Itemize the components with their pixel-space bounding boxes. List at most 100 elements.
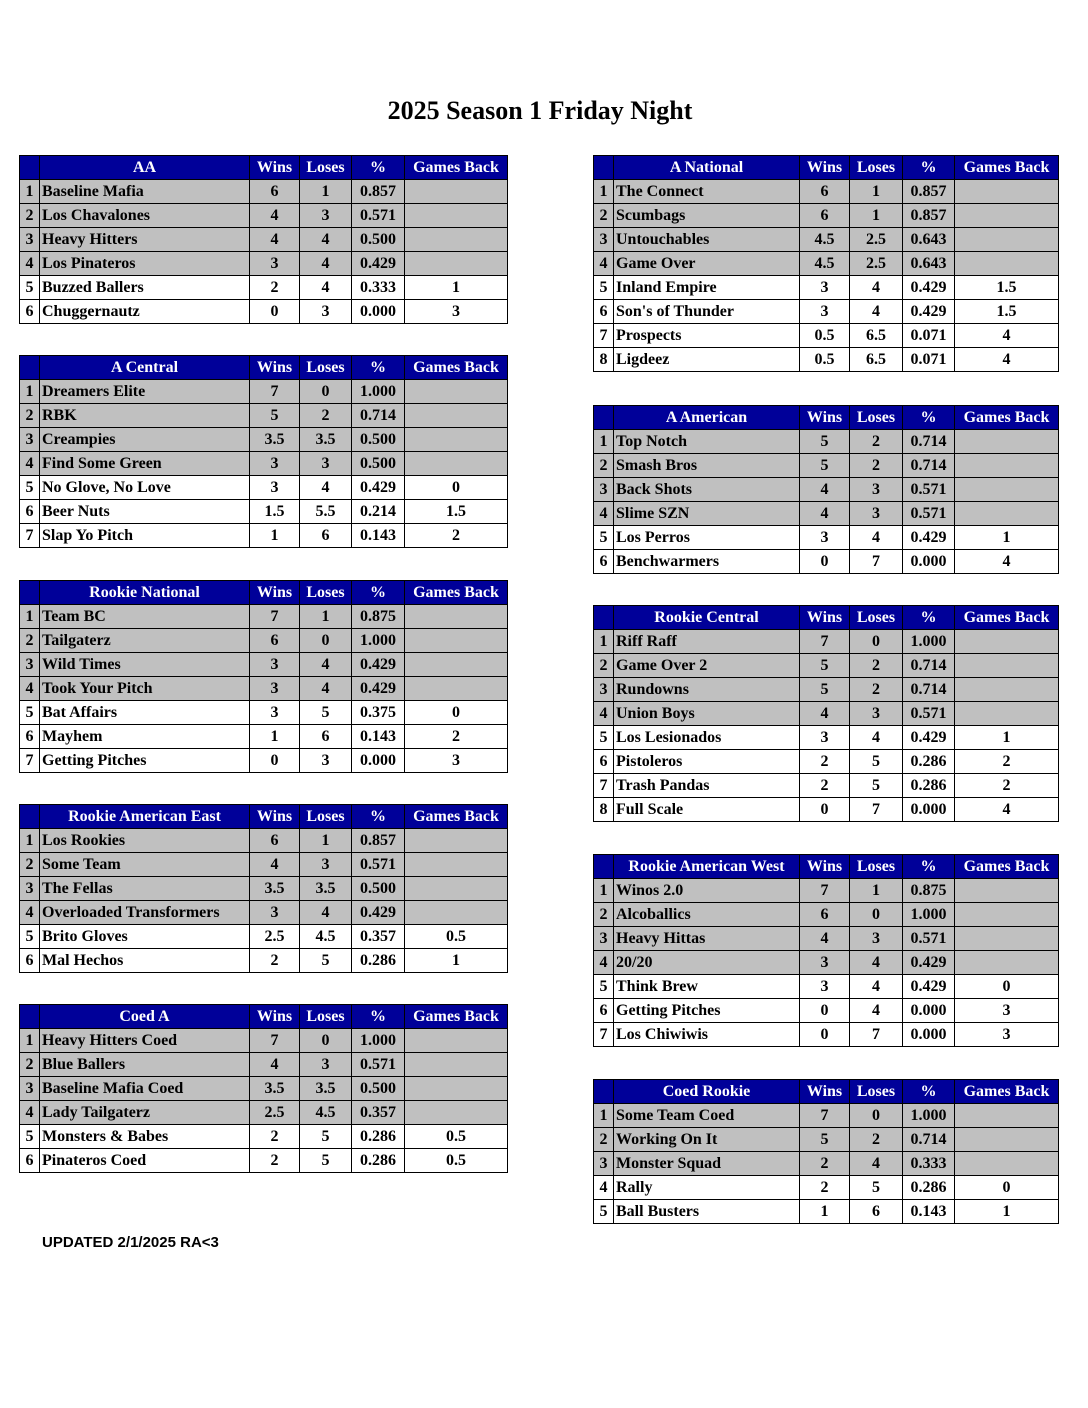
- games-back: [404, 403, 508, 428]
- division-name: A Central: [39, 355, 250, 380]
- games-back: [954, 429, 1059, 454]
- column-header-wins: Wins: [799, 405, 850, 430]
- column-header-loses: Loses: [849, 155, 903, 180]
- table-row: 4 Union Boys 4 3 0.571: [593, 701, 1059, 726]
- rank: 4: [19, 451, 40, 476]
- column-header-games-back: Games Back: [404, 155, 508, 180]
- loses: 4: [299, 652, 352, 677]
- table-row: 4 Lady Tailgaterz 2.5 4.5 0.357: [19, 1100, 508, 1125]
- table-row: 2 Working On It 5 2 0.714: [593, 1127, 1059, 1152]
- wins: 7: [799, 878, 850, 903]
- loses: 7: [849, 797, 903, 822]
- wins: 7: [249, 379, 300, 404]
- table-row: 1 Top Notch 5 2 0.714: [593, 429, 1059, 454]
- games-back: [954, 203, 1059, 228]
- wins: 3.5: [249, 876, 300, 901]
- table-row: 6 Pistoleros 2 5 0.286 2: [593, 749, 1059, 774]
- loses: 4: [849, 525, 903, 550]
- table-row: 1 Dreamers Elite 7 0 1.000: [19, 379, 508, 404]
- column-header-wins: Wins: [799, 155, 850, 180]
- loses: 4.5: [299, 924, 352, 949]
- team-name: Some Team: [39, 852, 250, 877]
- rank: 6: [19, 724, 40, 749]
- wins: 2.5: [249, 924, 300, 949]
- standings-table-a-central: A Central Wins Loses% Games Back 1 Dreamers E…: [19, 355, 508, 548]
- column-header-games-back: Games Back: [404, 804, 508, 829]
- win-pct: 0.429: [902, 275, 955, 300]
- table-row: 6 Pinateros Coed 2 5 0.286 0.5: [19, 1148, 508, 1173]
- rank: 2: [593, 453, 614, 478]
- wins: 4: [799, 926, 850, 951]
- wins: 0.5: [799, 347, 850, 372]
- rank: 2: [593, 902, 614, 927]
- win-pct: 0.714: [902, 677, 955, 702]
- loses: 3: [849, 501, 903, 526]
- wins: 4.5: [799, 227, 850, 252]
- win-pct: 0.286: [902, 1175, 955, 1200]
- rank-header: [19, 580, 40, 605]
- team-name: Rally: [613, 1175, 800, 1200]
- wins: 4: [249, 203, 300, 228]
- games-back: 2: [954, 749, 1059, 774]
- wins: 3.5: [249, 427, 300, 452]
- team-name: Back Shots: [613, 477, 800, 502]
- loses: 2.5: [849, 227, 903, 252]
- loses: 0: [849, 1103, 903, 1128]
- team-name: Rundowns: [613, 677, 800, 702]
- loses: 4: [299, 475, 352, 500]
- table-row: 1 Some Team Coed 7 0 1.000: [593, 1103, 1059, 1128]
- games-back: [404, 251, 508, 276]
- table-row: 8 Ligdeez 0.5 6.5 0.071 4: [593, 347, 1059, 372]
- win-pct: 0.333: [351, 275, 405, 300]
- team-name: Overloaded Transformers: [39, 900, 250, 925]
- loses: 3: [849, 701, 903, 726]
- loses: 6: [299, 523, 352, 548]
- team-name: Game Over 2: [613, 653, 800, 678]
- wins: 5: [249, 403, 300, 428]
- table-row: 5 Los Lesionados 3 4 0.429 1: [593, 725, 1059, 750]
- rank: 4: [19, 1100, 40, 1125]
- rank: 2: [19, 852, 40, 877]
- win-pct: 0.357: [351, 924, 405, 949]
- win-pct: 0.571: [351, 1052, 405, 1077]
- wins: 3: [249, 251, 300, 276]
- games-back: [404, 652, 508, 677]
- rank-header: [19, 804, 40, 829]
- games-back: [954, 902, 1059, 927]
- wins: 6: [249, 628, 300, 653]
- team-name: Slap Yo Pitch: [39, 523, 250, 548]
- wins: 1: [249, 523, 300, 548]
- column-header-wins: Wins: [799, 1079, 850, 1104]
- team-name: Creampies: [39, 427, 250, 452]
- rank: 4: [593, 501, 614, 526]
- rank: 1: [19, 179, 40, 204]
- games-back: 1: [954, 1199, 1059, 1224]
- rank-header: [593, 605, 614, 630]
- rank: 5: [19, 275, 40, 300]
- team-name: Union Boys: [613, 701, 800, 726]
- team-name: Winos 2.0: [613, 878, 800, 903]
- wins: 7: [799, 629, 850, 654]
- win-pct: 0.500: [351, 876, 405, 901]
- rank: 3: [593, 477, 614, 502]
- team-name: Monster Squad: [613, 1151, 800, 1176]
- team-name: Trash Pandas: [613, 773, 800, 798]
- wins: 4: [249, 1052, 300, 1077]
- wins: 0: [799, 998, 850, 1023]
- win-pct: 0.857: [351, 179, 405, 204]
- column-header-wins: Wins: [799, 605, 850, 630]
- loses: 5: [299, 700, 352, 725]
- win-pct: 0.714: [351, 403, 405, 428]
- team-name: Los Perros: [613, 525, 800, 550]
- loses: 3: [849, 926, 903, 951]
- column-header-pct: %: [351, 355, 405, 380]
- column-header-wins: Wins: [249, 355, 300, 380]
- column-header-loses: Loses: [849, 1079, 903, 1104]
- table-row: 3 Wild Times 3 4 0.429: [19, 652, 508, 677]
- team-name: Chuggernautz: [39, 299, 250, 324]
- rank: 1: [19, 604, 40, 629]
- table-row: 3 Back Shots 4 3 0.571: [593, 477, 1059, 502]
- table-row: 7 Trash Pandas 2 5 0.286 2: [593, 773, 1059, 798]
- rank: 6: [19, 499, 40, 524]
- loses: 2: [849, 453, 903, 478]
